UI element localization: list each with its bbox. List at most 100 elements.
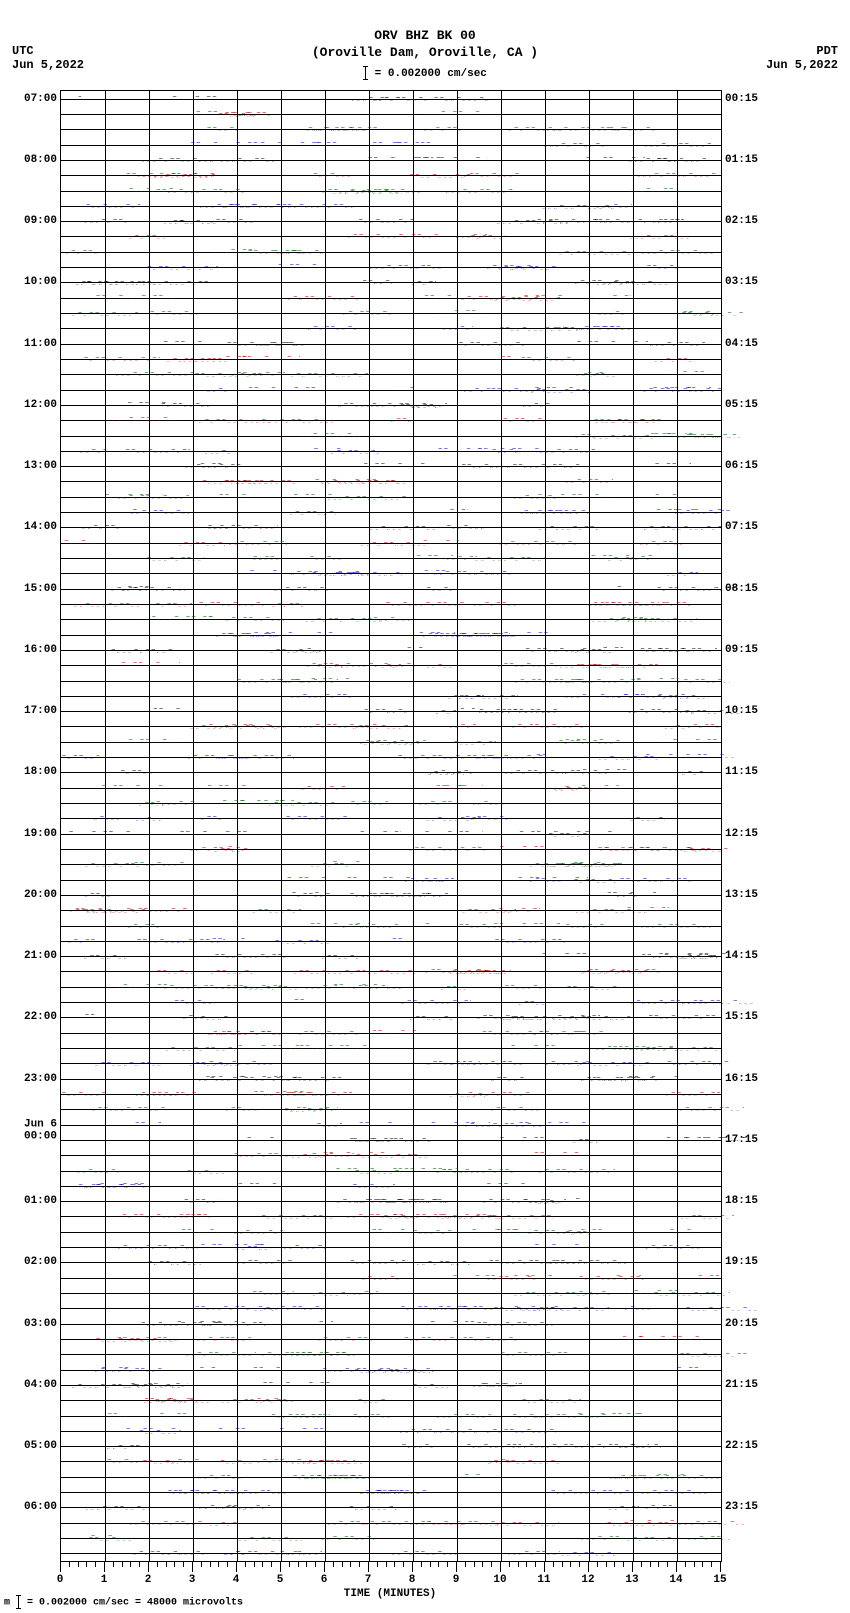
trace-row: ˷˷~˷~~˷˷~˷˷˷~˷~~˷˷~˷˷˷~˷~~˷˷~˷~˷~~˷˷~˷˷˷…: [61, 803, 721, 804]
trace-row: ˷˷˷~˷~~˷˷~˷˷˷~˷~~˷˷~˷˷˷~˷~~˷˷~˷~˷~~˷˷~˷˷…: [61, 1553, 721, 1554]
pdt-time-label: 06:15: [725, 460, 758, 472]
trace-row: ~˷˷˷~˷~~˷˷~˷˷˷~˷~~˷˷~˷˷˷~˷~~˷˷˷˷~˷~~˷˷~˷…: [61, 114, 721, 115]
trace-baseline: [61, 1094, 721, 1095]
xtick-major: [368, 1562, 369, 1572]
trace-baseline: [61, 405, 721, 406]
trace-row: ~˷˷~˷˷˷~˷~~˷˷~˷˷˷~˷~~˷˷~˷˷˷~˷~˷~˷~~˷˷~˷˷…: [61, 665, 721, 666]
xtick-minor: [553, 1562, 554, 1567]
tz-left-block: UTC Jun 5,2022: [12, 44, 84, 72]
station-code: ORV BHZ BK 00: [0, 28, 850, 43]
trace-baseline: [61, 99, 721, 100]
grid-vline: [281, 91, 282, 1561]
trace-row: ~˷˷~˷˷˷~˷~~˷˷~˷˷˷~˷~~˷˷~˷˷˷~˷~~~˷˷~˷˷˷~˷…: [61, 1523, 721, 1524]
trace-row: ˷˷~~˷˷˷~˷~~˷˷~˷˷˷~˷~~˷˷~˷˷˷~˷~˷~~˷˷˷~˷~~…: [61, 1109, 721, 1110]
utc-time-label: 11:00: [24, 338, 57, 350]
xtick-minor: [210, 1562, 211, 1567]
xtick-label: 3: [189, 1574, 196, 1586]
trace-row: ˷˷˷~˷~~˷˷~˷˷˷~˷~~˷˷~˷˷˷~˷~~˷˷~~~˷˷~˷˷˷~˷…: [61, 175, 721, 176]
trace-baseline: [61, 1461, 721, 1462]
trace-row: ~˷~~˷˷~˷˷˷~˷~~˷˷~˷˷˷~˷~~˷˷~˷˷˷˷˷~˷~~˷˷~˷…: [61, 420, 721, 421]
trace-baseline: [61, 1477, 721, 1478]
pdt-time-label: 11:15: [725, 766, 758, 778]
utc-time-label: 20:00: [24, 889, 57, 901]
trace-row: ~˷˷˷~˷~~˷˷~˷˷˷~˷~~˷˷~˷˷˷~˷~~˷˷˷˷~˷˷˷~˷~~…: [61, 573, 721, 574]
pdt-time-label: 18:15: [725, 1195, 758, 1207]
trace-baseline: [61, 1079, 721, 1080]
xtick-minor: [606, 1562, 607, 1567]
xtick-minor: [174, 1562, 175, 1567]
trace-row: ~˷˷˷~˷~~˷˷~˷˷˷~˷~~˷˷~˷˷˷~˷~~˷˷~˷˷~˷˷˷~˷~…: [61, 1446, 721, 1447]
utc-time-label: 04:00: [24, 1379, 57, 1391]
xtick-minor: [394, 1562, 395, 1567]
seismogram-container: UTC Jun 5,2022 PDT Jun 5,2022 ORV BHZ BK…: [0, 0, 850, 1613]
xtick-minor: [245, 1562, 246, 1567]
trace-baseline: [61, 880, 721, 881]
xtick-minor: [113, 1562, 114, 1567]
utc-time-label: 09:00: [24, 215, 57, 227]
trace-row: ˷~˷~~˷˷~˷˷˷~˷~~˷˷~˷˷˷~˷~~˷˷~˷˷~˷~~˷˷~˷˷˷…: [61, 298, 721, 299]
xtick-label: 12: [581, 1574, 594, 1586]
trace-row: ˷~˷~~˷˷~˷˷˷~˷~~˷˷~˷˷˷~˷~~˷˷~˷˷˷˷~˷˷˷~˷~~…: [61, 681, 721, 682]
trace-baseline: [61, 436, 721, 437]
xtick-minor: [377, 1562, 378, 1567]
trace-row: ˷˷˷~˷˷~~˷˷˷~˷~~˷˷~˷˷˷~˷~~˷˷~˷˷~˷˷~˷˷˷~˷~…: [61, 206, 721, 207]
trace-baseline: [61, 1125, 721, 1126]
xtick-major: [456, 1562, 457, 1572]
trace-baseline: [61, 114, 721, 115]
trace-row: ˷˷~˷~~˷˷~˷˷˷~˷~~˷˷~˷˷˷~˷~~˷˷~˷˷~˷~~˷˷~˷˷…: [61, 1477, 721, 1478]
xtick-major: [236, 1562, 237, 1572]
footer-text: = 0.002000 cm/sec = 48000 microvolts: [21, 1598, 243, 1609]
grid-vline: [413, 91, 414, 1561]
trace-row: ~˷~~˷˷~˷˷˷~˷~~˷˷~˷˷˷~˷~~˷˷~˷˷˷˷˷~˷˷˷~˷~~…: [61, 818, 721, 819]
utc-time-label: 01:00: [24, 1195, 57, 1207]
trace-baseline: [61, 1247, 721, 1248]
xtick-minor: [342, 1562, 343, 1567]
pdt-time-label: 14:15: [725, 950, 758, 962]
trace-row: ˷˷˷~˷˷~~˷˷˷~˷~~˷˷~˷˷˷~˷~~˷˷~˷˷~˷˷˷~˷~~˷˷…: [61, 99, 721, 100]
trace-baseline: [61, 129, 721, 130]
xtick-minor: [350, 1562, 351, 1567]
footer: m = 0.002000 cm/sec = 48000 microvolts: [4, 1595, 243, 1609]
xtick-minor: [139, 1562, 140, 1567]
trace-baseline: [61, 1538, 721, 1539]
trace-row: ˷~~˷˷~˷˷˷~˷~~˷˷~˷˷˷~˷~~˷˷~˷˷˷~˷~˷~~˷˷~˷˷…: [61, 772, 721, 773]
trace-baseline: [61, 558, 721, 559]
utc-time-label: 07:00: [24, 93, 57, 105]
trace-baseline: [61, 1293, 721, 1294]
pdt-time-label: 00:15: [725, 93, 758, 105]
trace-baseline: [61, 772, 721, 773]
xtick-minor: [183, 1562, 184, 1567]
trace-baseline: [61, 1324, 721, 1325]
grid-vline: [677, 91, 678, 1561]
xtick-minor: [254, 1562, 255, 1567]
trace-row: ~˷˷˷~˷~~˷˷~˷˷˷~˷~~˷˷~˷˷˷~˷~~˷˷˷~~˷˷~˷˷˷~…: [61, 1155, 721, 1156]
trace-baseline: [61, 1002, 721, 1003]
trace-row: ~~˷˷~˷˷˷~˷~~˷˷~˷˷˷~˷~~˷˷~˷˷˷~˷~˷˷~~˷˷˷~˷…: [61, 1416, 721, 1417]
trace-baseline: [61, 1216, 721, 1217]
xtick-minor: [130, 1562, 131, 1567]
trace-row: ˷˷˷~˷~~˷˷~˷˷˷~˷~~˷˷~˷˷˷~˷~~˷˷~~˷~~˷˷~˷˷˷…: [61, 405, 721, 406]
grid-vline: [589, 91, 590, 1561]
trace-baseline: [61, 1416, 721, 1417]
trace-baseline: [61, 987, 721, 988]
xtick-minor: [306, 1562, 307, 1567]
trace-row: ˷˷~˷˷~~˷˷˷~˷~~˷˷~˷˷˷~˷~~˷˷~˷˷˷~˷˷~˷˷˷~˷~…: [61, 1507, 721, 1508]
trace-row: ˷˷~˷˷˷~˷~~˷˷~˷˷˷~˷~~˷˷~˷˷˷~˷~~˷~˷~~˷˷~˷˷…: [61, 589, 721, 590]
trace-baseline: [61, 1048, 721, 1049]
trace-row: ˷~˷~~˷˷~˷˷˷~˷~~˷˷~˷˷˷~˷~~˷˷~˷˷~~˷˷~˷˷˷~˷…: [61, 481, 721, 482]
trace-row: ~~˷˷~˷˷˷~˷~~˷˷~˷˷˷~˷~~˷˷~˷˷˷~˷˷˷˷~˷~~˷˷~…: [61, 497, 721, 498]
trace-baseline: [61, 1171, 721, 1172]
trace-baseline: [61, 696, 721, 697]
trace-baseline: [61, 374, 721, 375]
trace-baseline: [61, 313, 721, 314]
trace-baseline: [61, 527, 721, 528]
trace-baseline: [61, 864, 721, 865]
utc-time-label: 12:00: [24, 399, 57, 411]
pdt-time-label: 15:15: [725, 1011, 758, 1023]
trace-baseline: [61, 726, 721, 727]
scale-bar-icon: [365, 66, 366, 80]
trace-baseline: [61, 1523, 721, 1524]
xtick-minor: [227, 1562, 228, 1567]
utc-time-label: 23:00: [24, 1073, 57, 1085]
xtick-minor: [122, 1562, 123, 1567]
